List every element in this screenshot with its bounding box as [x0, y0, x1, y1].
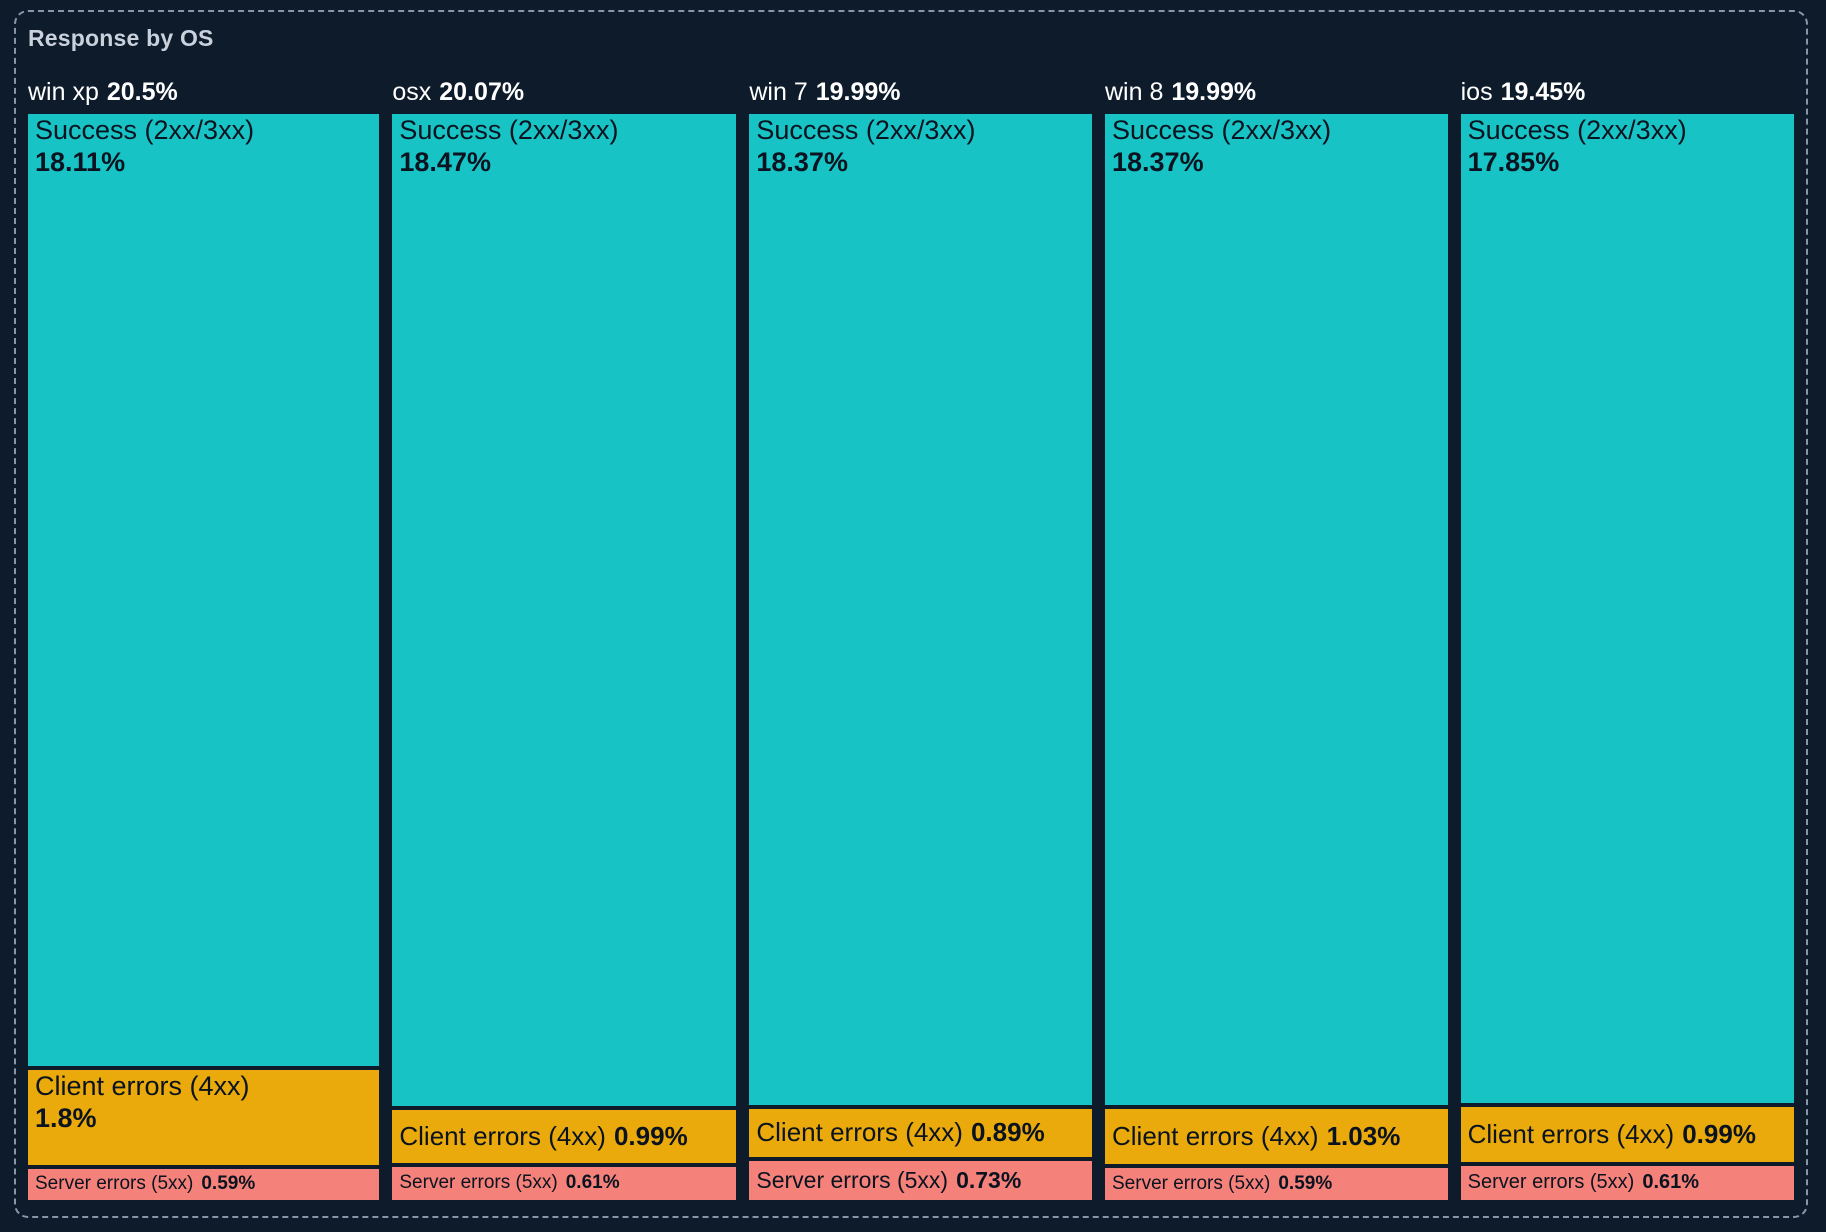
- segment-name: Client errors (4xx): [1467, 1119, 1675, 1150]
- os-column-win-7: win 7 19.99% Success (2xx/3xx) 18.37% Client…: [749, 78, 1092, 1200]
- treemap-cell-win-7-success[interactable]: Success (2xx/3xx) 18.37%: [749, 114, 1092, 1105]
- os-name-label: win 7: [749, 78, 808, 106]
- os-column-header-win-8: win 8 19.99%: [1105, 78, 1448, 106]
- os-column-header-ios: ios 19.45%: [1461, 78, 1794, 106]
- treemap-cell-label: Success (2xx/3xx) 18.37%: [749, 114, 983, 179]
- segment-name: Client errors (4xx): [1112, 1121, 1319, 1152]
- os-name-label: osx: [392, 78, 432, 106]
- segment-percent: 18.47%: [399, 146, 491, 177]
- os-column-header-win-7: win 7 19.99%: [749, 78, 1092, 106]
- treemap-cell-ios-client-errors[interactable]: Client errors (4xx) 0.99%: [1460, 1107, 1794, 1163]
- segment-name: Success (2xx/3xx): [1112, 115, 1332, 145]
- segment-name: Server errors (5xx): [1112, 1172, 1271, 1194]
- treemap-cell-label: Client errors (4xx) 0.99%: [1461, 1119, 1764, 1150]
- os-total-percent: 20.5%: [106, 78, 178, 106]
- treemap-cell-osx-client-errors[interactable]: Client errors (4xx) 0.99%: [392, 1110, 737, 1164]
- os-column-body: Success (2xx/3xx) 17.85% Client errors (4x…: [1460, 114, 1794, 1201]
- treemap-cell-win-xp-client-errors[interactable]: Client errors (4xx) 1.8%: [28, 1070, 380, 1165]
- treemap-cell-label: Server errors (5xx) 0.61%: [1461, 1171, 1707, 1195]
- treemap-cell-win-8-server-errors[interactable]: Server errors (5xx) 0.59%: [1105, 1168, 1448, 1200]
- treemap-cell-label: Server errors (5xx) 0.59%: [28, 1173, 263, 1195]
- os-column-ios: ios 19.45% Success (2xx/3xx) 17.85% Client e…: [1460, 78, 1794, 1201]
- treemap-cell-label: Server errors (5xx) 0.73%: [749, 1167, 1029, 1194]
- treemap-cell-label: Client errors (4xx) 1.03%: [1105, 1121, 1408, 1152]
- segment-name: Success (2xx/3xx): [756, 115, 976, 145]
- treemap-cell-label: Success (2xx/3xx) 17.85%: [1461, 114, 1695, 179]
- segment-percent: 0.73%: [956, 1166, 1022, 1193]
- treemap-cell-label: Client errors (4xx) 0.99%: [392, 1121, 695, 1152]
- treemap-cell-label: Success (2xx/3xx) 18.11%: [28, 114, 262, 179]
- treemap-cell-label: Success (2xx/3xx) 18.37%: [1105, 114, 1339, 179]
- segment-percent: 18.37%: [756, 146, 848, 177]
- segment-percent: 0.59%: [201, 1173, 256, 1195]
- segment-name: Success (2xx/3xx): [35, 115, 255, 145]
- segment-percent: 0.89%: [970, 1117, 1045, 1148]
- treemap-cell-label: Server errors (5xx) 0.61%: [392, 1172, 627, 1194]
- os-total-percent: 19.99%: [815, 78, 901, 106]
- segment-percent: 0.61%: [565, 1172, 620, 1194]
- treemap-cell-win-7-client-errors[interactable]: Client errors (4xx) 0.89%: [749, 1108, 1092, 1157]
- os-total-percent: 19.45%: [1500, 78, 1586, 106]
- panel-title: Response by OS: [28, 25, 214, 51]
- treemap-cell-ios-server-errors[interactable]: Server errors (5xx) 0.61%: [1460, 1166, 1794, 1201]
- segment-name: Server errors (5xx): [35, 1173, 194, 1195]
- segment-percent: 18.11%: [35, 146, 126, 177]
- os-name-label: win 8: [1105, 78, 1164, 106]
- treemap-cell-label: Server errors (5xx) 0.59%: [1105, 1173, 1340, 1195]
- segment-name: Server errors (5xx): [1467, 1171, 1635, 1194]
- os-column-body: Success (2xx/3xx) 18.47% Client errors (4x…: [392, 114, 737, 1200]
- segment-name: Client errors (4xx): [756, 1117, 963, 1148]
- segment-name: Success (2xx/3xx): [399, 115, 619, 145]
- segment-percent: 0.99%: [613, 1121, 688, 1152]
- os-column-body: Success (2xx/3xx) 18.37% Client errors (4x…: [1105, 114, 1448, 1200]
- treemap-chart: win xp 20.5% Success (2xx/3xx) 18.11% Client…: [28, 78, 1794, 1201]
- segment-name: Server errors (5xx): [756, 1166, 949, 1193]
- os-column-osx: osx 20.07% Success (2xx/3xx) 18.47% Client e…: [392, 78, 737, 1200]
- response-by-os-panel: Response by OS win xp 20.5% Success (2xx/3…: [14, 10, 1808, 1218]
- segment-name: Server errors (5xx): [399, 1172, 558, 1194]
- os-column-header-osx: osx 20.07%: [392, 78, 736, 106]
- treemap-cell-label: Client errors (4xx) 0.89%: [749, 1117, 1052, 1148]
- segment-percent: 17.85%: [1467, 146, 1560, 177]
- treemap-cell-win-8-success[interactable]: Success (2xx/3xx) 18.37%: [1105, 114, 1448, 1105]
- treemap-cell-win-xp-success[interactable]: Success (2xx/3xx) 18.11%: [28, 114, 380, 1067]
- treemap-cell-win-8-client-errors[interactable]: Client errors (4xx) 1.03%: [1105, 1108, 1448, 1165]
- treemap-cell-ios-success[interactable]: Success (2xx/3xx) 17.85%: [1460, 114, 1794, 1104]
- segment-percent: 18.37%: [1112, 146, 1204, 177]
- treemap-cell-win-xp-server-errors[interactable]: Server errors (5xx) 0.59%: [28, 1168, 380, 1201]
- treemap-cell-label: Client errors (4xx) 1.8%: [28, 1070, 258, 1135]
- os-total-percent: 19.99%: [1171, 78, 1257, 106]
- treemap-cell-label: Success (2xx/3xx) 18.47%: [392, 114, 626, 179]
- segment-percent: 1.8%: [35, 1103, 97, 1134]
- os-name-label: ios: [1460, 78, 1493, 106]
- segment-name: Client errors (4xx): [35, 1071, 250, 1102]
- os-name-label: win xp: [28, 78, 99, 106]
- os-total-percent: 20.07%: [439, 78, 525, 106]
- treemap-cell-osx-server-errors[interactable]: Server errors (5xx) 0.61%: [392, 1167, 737, 1200]
- os-column-win-8: win 8 19.99% Success (2xx/3xx) 18.37% Client…: [1105, 78, 1448, 1200]
- treemap-cell-win-7-server-errors[interactable]: Server errors (5xx) 0.73%: [749, 1160, 1092, 1200]
- os-column-header-win-xp: win xp 20.5%: [28, 78, 379, 106]
- os-column-body: Success (2xx/3xx) 18.37% Client errors (4x…: [749, 114, 1092, 1200]
- segment-percent: 0.99%: [1682, 1119, 1756, 1150]
- segment-percent: 0.59%: [1278, 1172, 1333, 1194]
- os-column-win-xp: win xp 20.5% Success (2xx/3xx) 18.11% Client…: [28, 78, 380, 1201]
- segment-name: Success (2xx/3xx): [1467, 115, 1687, 145]
- segment-percent: 0.61%: [1642, 1171, 1700, 1194]
- segment-percent: 1.03%: [1326, 1121, 1401, 1152]
- treemap-cell-osx-success[interactable]: Success (2xx/3xx) 18.47%: [392, 114, 737, 1107]
- segment-name: Client errors (4xx): [399, 1121, 606, 1152]
- os-column-body: Success (2xx/3xx) 18.11% Client errors (4x…: [28, 114, 380, 1201]
